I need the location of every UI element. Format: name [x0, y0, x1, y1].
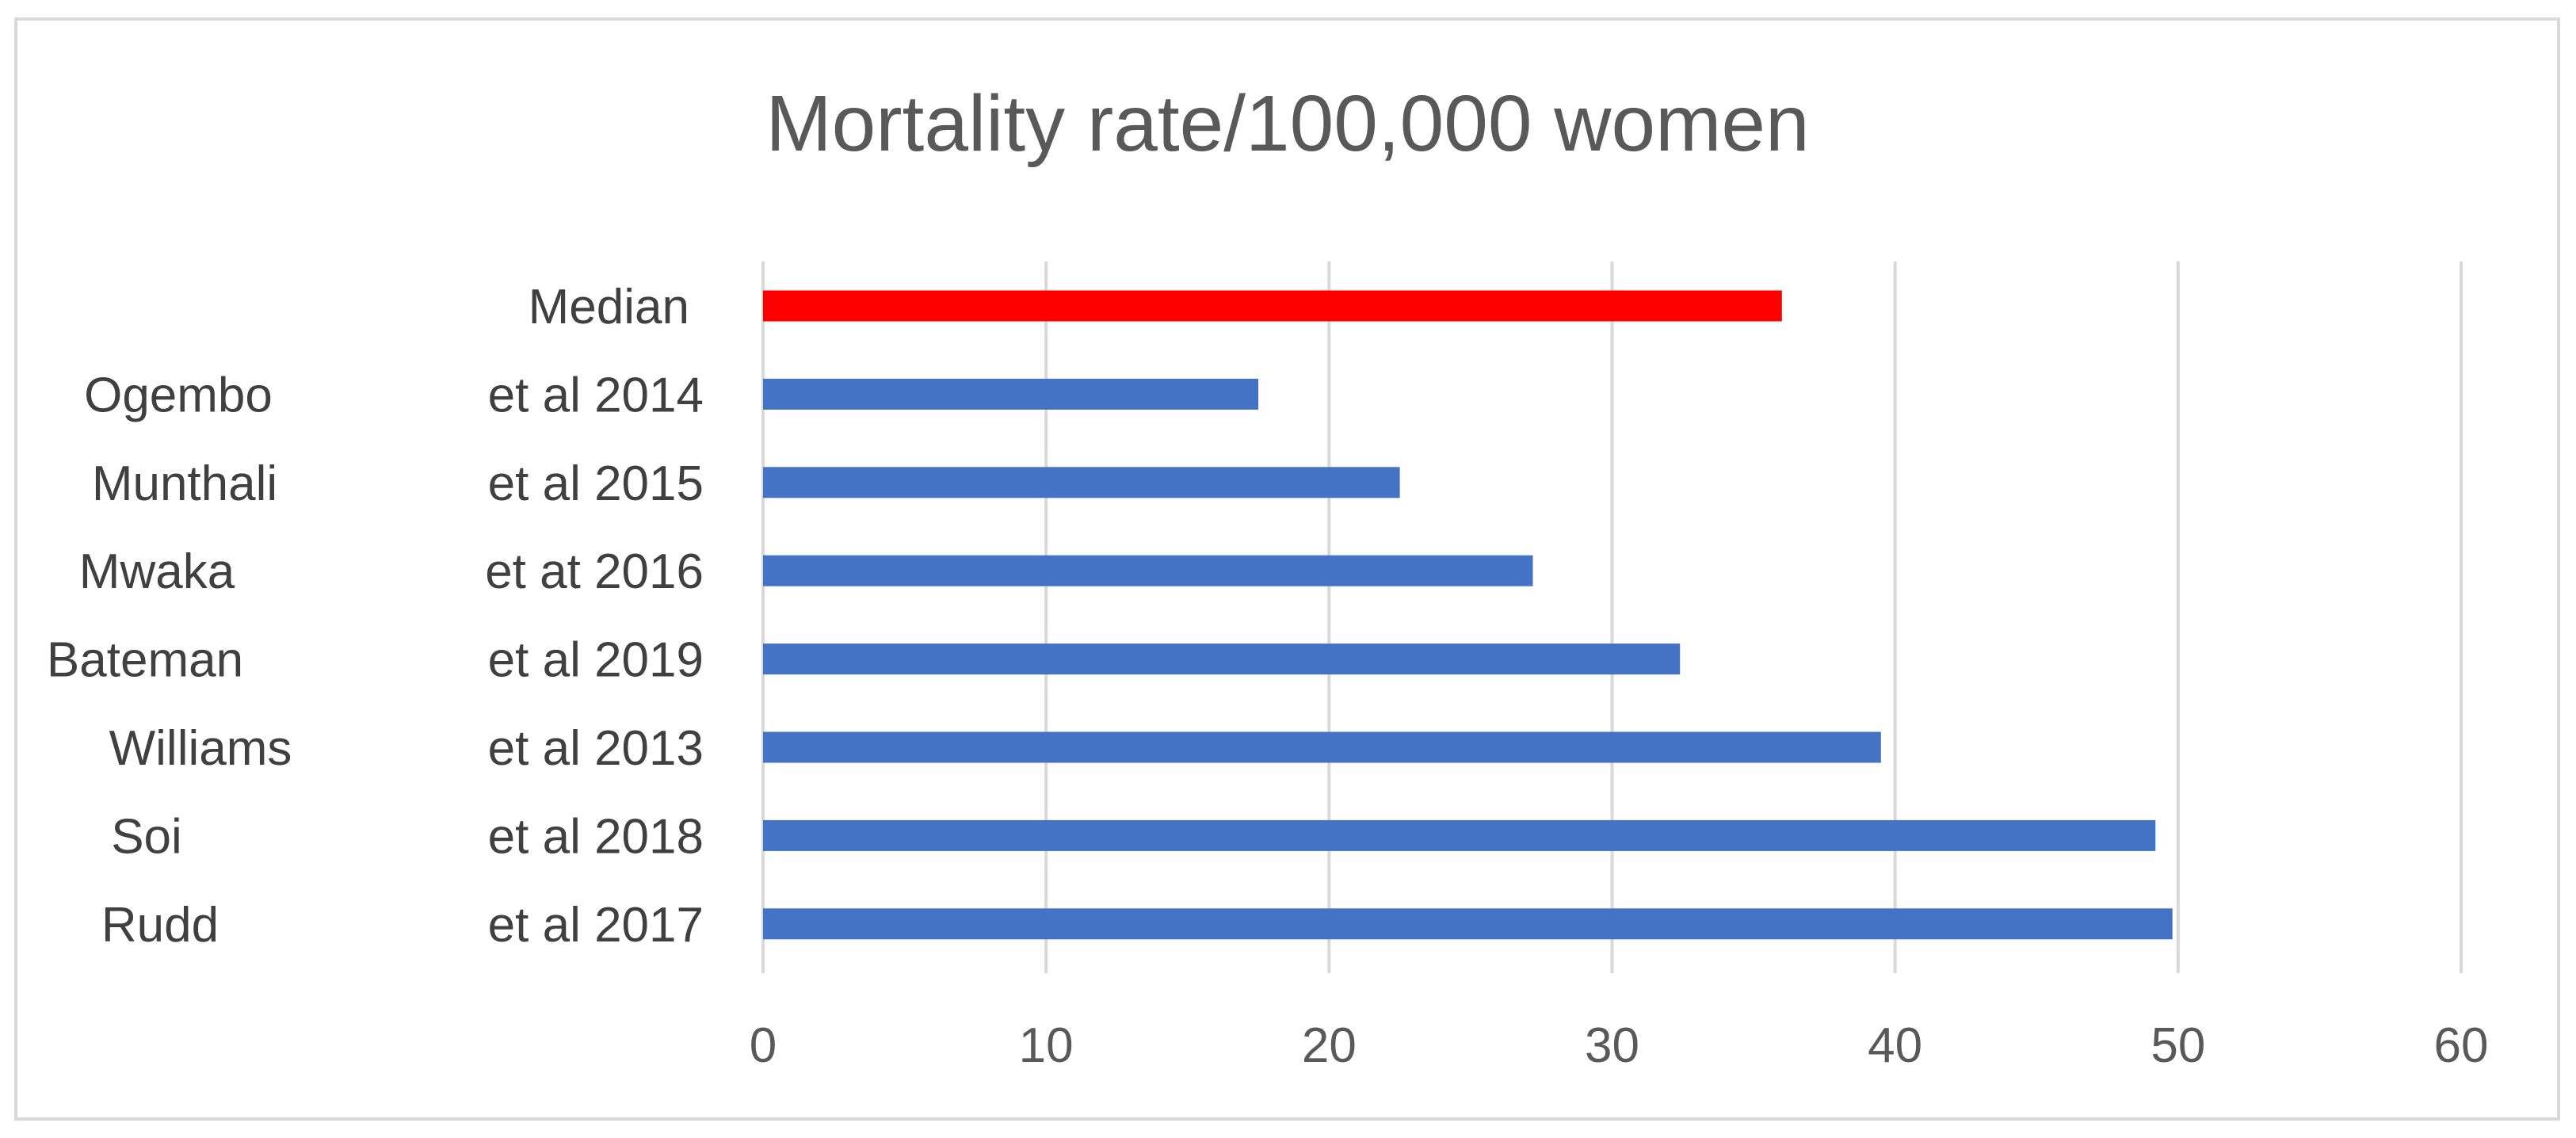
category-label: et al 2017 — [488, 898, 704, 953]
bar — [763, 467, 1400, 498]
x-tick-label: 10 — [1019, 1018, 1074, 1073]
author-label: Ogembo — [84, 368, 273, 422]
category-label: et al 2013 — [488, 721, 704, 776]
author-label: Munthali — [92, 456, 277, 511]
category-labels: Median et al 2014 Ogembo et al 2015 Munthali… — [47, 280, 704, 953]
chart-title: Mortality rate/100,000 women — [765, 79, 1809, 168]
author-label: Mwaka — [79, 544, 235, 599]
category-label: et al 2014 — [488, 368, 704, 422]
bar — [763, 643, 1681, 675]
x-tick-label: 20 — [1302, 1018, 1357, 1073]
x-tick-label: 0 — [750, 1018, 777, 1073]
category-label: Median — [529, 280, 689, 334]
bar — [763, 731, 1881, 763]
x-tick-label: 50 — [2150, 1018, 2205, 1073]
category-label: et at 2016 — [485, 544, 704, 599]
bars — [763, 290, 2173, 940]
bar — [763, 290, 1782, 322]
author-label: Rudd — [101, 898, 219, 953]
category-label: et al 2015 — [488, 456, 704, 511]
gridlines — [761, 262, 2463, 973]
x-tick-label: 30 — [1585, 1018, 1639, 1073]
x-axis-ticks: 0 10 20 30 40 50 60 — [750, 1018, 2489, 1073]
category-label: et al 2018 — [488, 809, 704, 864]
x-tick-label: 60 — [2434, 1018, 2489, 1073]
category-label: et al 2019 — [488, 633, 704, 688]
author-label: Bateman — [47, 633, 243, 688]
bar — [763, 378, 1259, 410]
author-label: Soi — [111, 809, 182, 864]
x-tick-label: 40 — [1868, 1018, 1922, 1073]
bar — [763, 819, 2156, 851]
bar — [763, 908, 2173, 940]
bar — [763, 555, 1533, 586]
author-label: Williams — [109, 721, 292, 776]
